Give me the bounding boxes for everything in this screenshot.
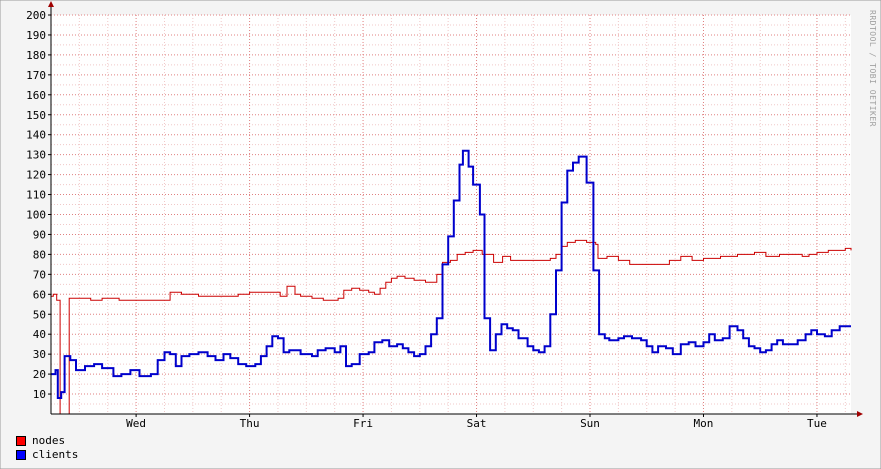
- y-axis-arrow: [48, 1, 54, 7]
- legend-label-clients: clients: [32, 448, 79, 461]
- series-line-clients: [51, 149, 851, 399]
- y-tick-label: 130: [26, 149, 46, 162]
- y-tick-label: 30: [33, 348, 46, 361]
- y-tick-label: 200: [26, 9, 46, 22]
- x-tick-label: Sun: [580, 417, 600, 430]
- x-axis-ticks: Wed Thu Fri Sat Sun Mon Tue: [126, 414, 827, 430]
- y-tick-label: 120: [26, 169, 46, 182]
- y-tick-label: 70: [33, 268, 46, 281]
- y-axis-ticks: 10 20 30 40 50 60 70 80 90 100 110 120 130 140 150 160 1…: [26, 9, 51, 401]
- y-tick-label: 110: [26, 189, 46, 202]
- axes: [48, 1, 863, 417]
- y-tick-label: 90: [33, 228, 46, 241]
- legend: nodes clients: [16, 434, 78, 462]
- series-lines: [51, 149, 852, 415]
- x-axis-arrow: [857, 411, 863, 417]
- y-tick-label: 140: [26, 129, 46, 142]
- grid-lines: [51, 14, 851, 414]
- y-tick-label: 150: [26, 109, 46, 122]
- clients-swatch: [16, 450, 26, 460]
- nodes-swatch: [16, 436, 26, 446]
- x-tick-label: Fri: [353, 417, 373, 430]
- y-tick-label: 20: [33, 368, 46, 381]
- x-tick-label: Wed: [126, 417, 146, 430]
- y-tick-label: 10: [33, 388, 46, 401]
- legend-label-nodes: nodes: [32, 434, 66, 447]
- watermark: RRDTOOL / TOBI OETIKER: [868, 10, 877, 127]
- legend-item-clients: clients: [16, 448, 78, 462]
- x-tick-label: Mon: [694, 417, 714, 430]
- y-tick-label: 160: [26, 89, 46, 102]
- x-tick-label: Sat: [467, 417, 487, 430]
- x-tick-label: Tue: [807, 417, 827, 430]
- x-tick-label: Thu: [240, 417, 260, 430]
- y-tick-label: 100: [26, 209, 46, 222]
- y-tick-label: 50: [33, 308, 46, 321]
- y-tick-label: 60: [33, 288, 46, 301]
- y-tick-label: 170: [26, 69, 46, 82]
- y-tick-label: 180: [26, 49, 46, 62]
- legend-item-nodes: nodes: [16, 434, 78, 448]
- y-tick-label: 40: [33, 328, 46, 341]
- series-line-nodes: [51, 239, 852, 415]
- y-tick-label: 80: [33, 248, 46, 261]
- y-tick-label: 190: [26, 29, 46, 42]
